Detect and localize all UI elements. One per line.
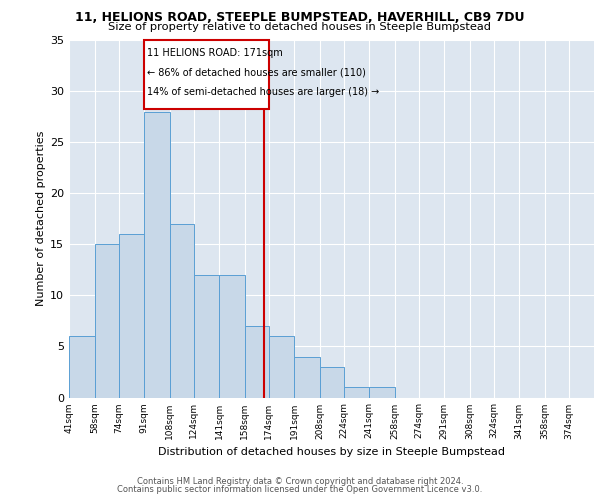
- Bar: [245, 326, 269, 398]
- Text: 14% of semi-detached houses are larger (18) →: 14% of semi-detached houses are larger (…: [147, 87, 379, 97]
- Bar: [320, 367, 343, 398]
- Y-axis label: Number of detached properties: Number of detached properties: [36, 131, 46, 306]
- FancyBboxPatch shape: [144, 40, 269, 110]
- Text: 11 HELIONS ROAD: 171sqm: 11 HELIONS ROAD: 171sqm: [147, 48, 283, 58]
- Text: Contains public sector information licensed under the Open Government Licence v3: Contains public sector information licen…: [118, 485, 482, 494]
- Bar: [144, 112, 170, 398]
- Text: Contains HM Land Registry data © Crown copyright and database right 2024.: Contains HM Land Registry data © Crown c…: [137, 477, 463, 486]
- Text: ← 86% of detached houses are smaller (110): ← 86% of detached houses are smaller (11…: [147, 68, 366, 78]
- Bar: [170, 224, 193, 398]
- Bar: [69, 336, 95, 398]
- Bar: [119, 234, 144, 398]
- Bar: [219, 275, 245, 398]
- Bar: [343, 388, 369, 398]
- Bar: [95, 244, 119, 398]
- Bar: [294, 356, 320, 398]
- Text: Size of property relative to detached houses in Steeple Bumpstead: Size of property relative to detached ho…: [109, 22, 491, 32]
- Text: 11, HELIONS ROAD, STEEPLE BUMPSTEAD, HAVERHILL, CB9 7DU: 11, HELIONS ROAD, STEEPLE BUMPSTEAD, HAV…: [75, 11, 525, 24]
- X-axis label: Distribution of detached houses by size in Steeple Bumpstead: Distribution of detached houses by size …: [158, 447, 505, 457]
- Bar: [193, 275, 219, 398]
- Bar: [269, 336, 294, 398]
- Bar: [369, 388, 395, 398]
